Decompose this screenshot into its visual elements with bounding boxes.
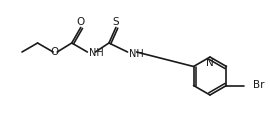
Text: NH: NH [89,48,104,58]
Text: Br: Br [254,80,265,91]
Text: S: S [113,17,119,27]
Text: N: N [206,58,214,68]
Text: O: O [77,17,85,27]
Text: NH: NH [129,49,143,59]
Text: O: O [50,47,58,57]
